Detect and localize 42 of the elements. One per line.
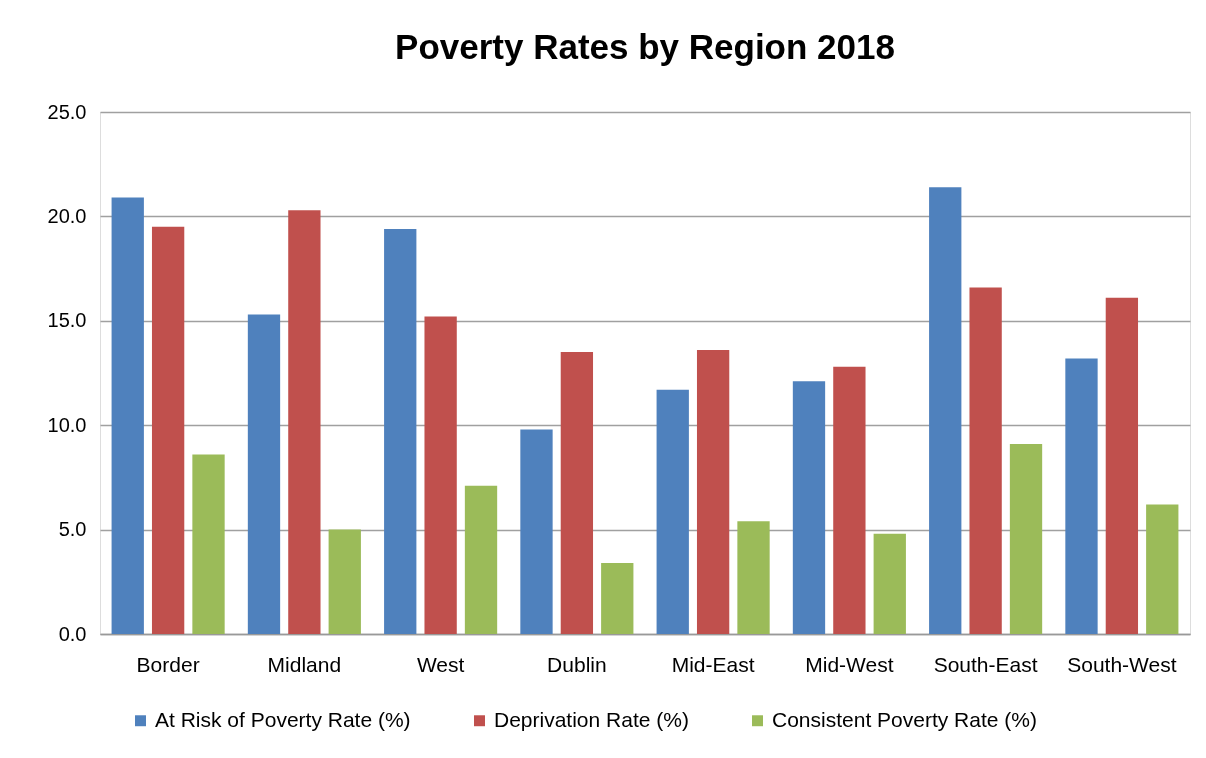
legend-label: Consistent Poverty Rate (%) bbox=[772, 707, 1037, 731]
x-tick-label: Mid-West bbox=[805, 652, 894, 676]
x-tick-label: South-East bbox=[933, 652, 1038, 676]
bar bbox=[192, 454, 225, 634]
x-tick-label: West bbox=[416, 652, 465, 676]
y-tick-label: 15.0 bbox=[47, 309, 87, 332]
bar bbox=[247, 314, 281, 634]
bar bbox=[151, 226, 185, 634]
x-tick-label: Border bbox=[136, 652, 200, 676]
bar bbox=[873, 533, 906, 634]
y-tick-label: 5.0 bbox=[58, 518, 87, 541]
bar bbox=[969, 287, 1002, 634]
bar bbox=[656, 389, 689, 634]
y-tick-label: 20.0 bbox=[47, 204, 87, 227]
bar bbox=[696, 350, 730, 634]
bar bbox=[424, 316, 457, 634]
chart-title: Poverty Rates by Region 2018 bbox=[395, 27, 895, 66]
bar bbox=[601, 563, 634, 634]
bar bbox=[1065, 358, 1098, 634]
bar bbox=[560, 352, 594, 634]
x-tick-label: Midland bbox=[267, 652, 342, 676]
bar bbox=[288, 210, 321, 634]
bar bbox=[520, 429, 553, 634]
bar bbox=[792, 381, 826, 634]
bar bbox=[464, 485, 498, 634]
bar bbox=[111, 197, 144, 634]
bar bbox=[328, 529, 361, 634]
legend-label: Deprivation Rate (%) bbox=[494, 707, 689, 731]
bar bbox=[1105, 297, 1139, 634]
bar bbox=[929, 187, 962, 634]
bar bbox=[737, 521, 770, 634]
y-tick-label: 25.0 bbox=[47, 100, 87, 123]
bar bbox=[384, 228, 417, 634]
bar bbox=[1009, 443, 1043, 634]
y-tick-label: 0.0 bbox=[58, 622, 87, 645]
bar bbox=[833, 366, 866, 634]
y-tick-label: 10.0 bbox=[47, 413, 87, 436]
x-tick-label: South-West bbox=[1067, 652, 1177, 676]
legend-label: At Risk of Poverty Rate (%) bbox=[155, 707, 411, 731]
x-tick-label: Mid-East bbox=[671, 652, 755, 676]
x-tick-label: Dublin bbox=[547, 652, 607, 676]
bar bbox=[1146, 504, 1179, 634]
